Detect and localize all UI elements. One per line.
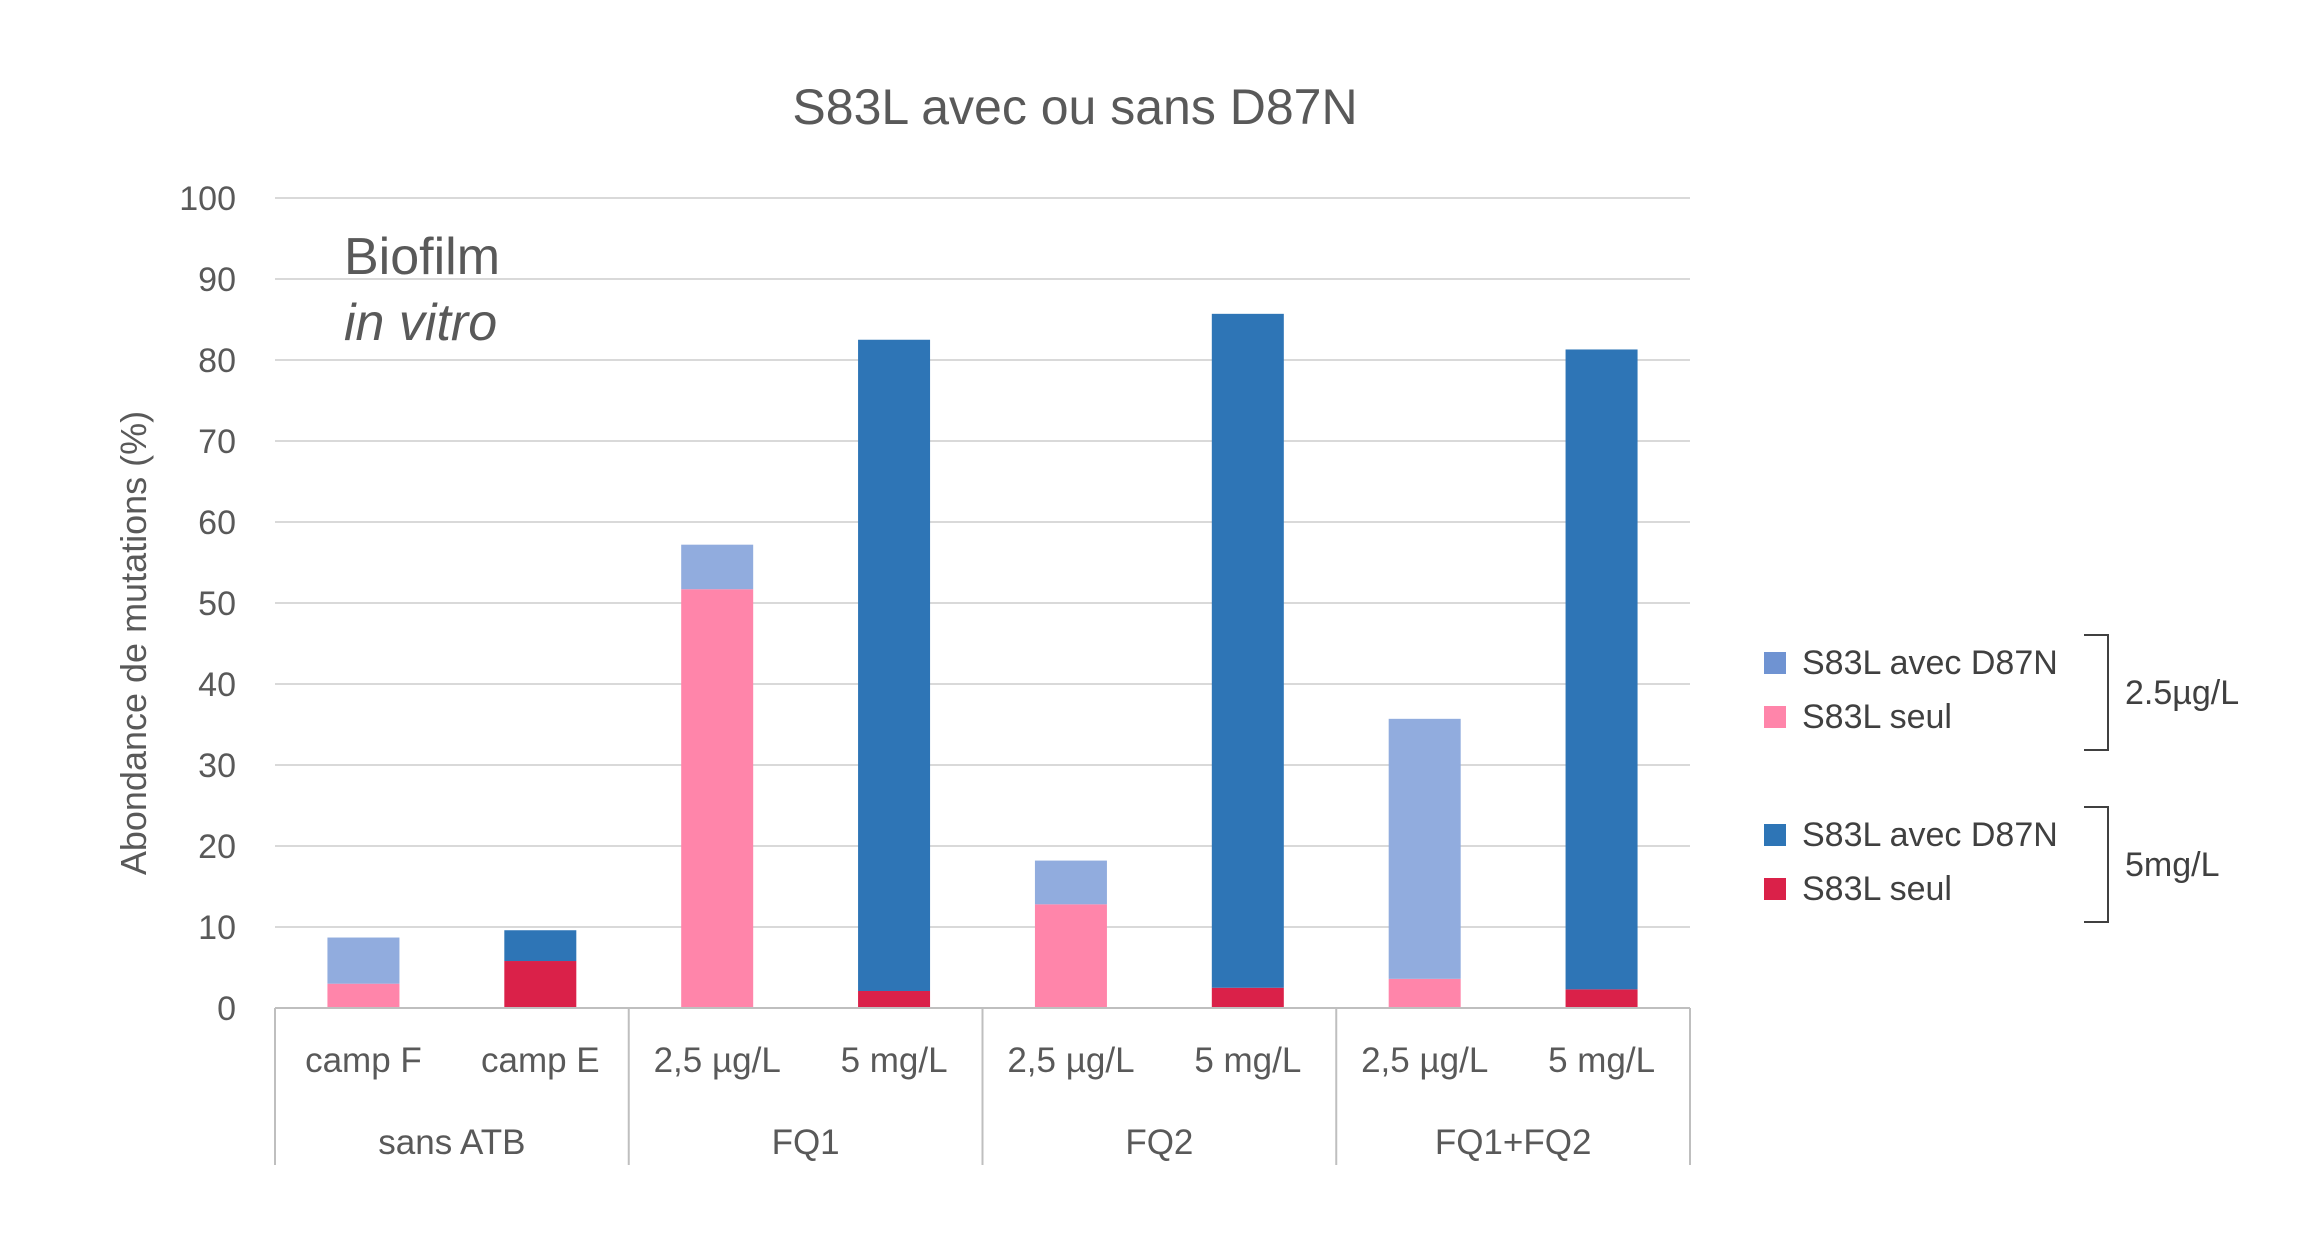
bar-segment-s83l-seul [858, 990, 931, 1008]
bar-segment-s83l-seul [1388, 978, 1461, 1008]
bar-segment-s83l-avec-d87n [858, 339, 931, 991]
y-tick-label: 70 [198, 423, 236, 461]
y-tick-label: 60 [198, 504, 236, 542]
y-tick-label: 50 [198, 585, 236, 623]
annotation-biofilm: Biofilm [344, 228, 500, 286]
x-category-label: camp F [305, 1041, 422, 1080]
y-axis-label: Abondance de mutations (%) [113, 411, 154, 875]
bar-segment-s83l-avec-d87n [1034, 860, 1107, 905]
x-category-label: 5 mg/L [1194, 1041, 1301, 1080]
legend-entry-label: S83L seul [1802, 870, 1952, 908]
legend-bracket [2084, 806, 2109, 923]
bar-segment-s83l-seul [1034, 904, 1107, 1008]
bar-segment-s83l-avec-d87n [504, 930, 577, 962]
gridlines [275, 197, 1690, 928]
x-category-label: 5 mg/L [1548, 1041, 1655, 1080]
x-axis: camp F camp E 2,5 µg/L 5 mg/L 2,5 µg/L 5 mg/L… [274, 1007, 1691, 1165]
x-category-label: 2,5 µg/L [654, 1041, 781, 1080]
y-tick-label: 20 [198, 828, 236, 866]
x-category-label: 5 mg/L [841, 1041, 948, 1080]
bar-segment-s83l-seul [1211, 987, 1284, 1008]
bar-segment-s83l-avec-d87n [681, 544, 754, 590]
x-group-label: FQ1 [772, 1123, 840, 1162]
bar-segment-s83l-avec-d87n [1211, 313, 1284, 988]
y-tick-label: 90 [198, 261, 236, 299]
bar-segment-s83l-seul [1565, 989, 1638, 1008]
bar-segment-s83l-seul [681, 589, 754, 1008]
legend-bracket [2084, 634, 2109, 751]
x-category-label: 2,5 µg/L [1361, 1041, 1488, 1080]
x-category-label: camp E [481, 1041, 600, 1080]
legend-swatch [1764, 652, 1786, 674]
x-category-label: 2,5 µg/L [1007, 1041, 1134, 1080]
annotation-in-vitro: in vitro [344, 294, 497, 352]
y-tick-label: 100 [179, 180, 236, 218]
legend-group-label: 5mg/L [2125, 846, 2220, 884]
x-group-label: FQ1+FQ2 [1435, 1123, 1592, 1162]
y-tick-label: 30 [198, 747, 236, 785]
y-tick-label: 40 [198, 666, 236, 704]
bar-segment-s83l-avec-d87n [1388, 718, 1461, 979]
x-group-label: sans ATB [378, 1123, 525, 1162]
y-tick-label: 80 [198, 342, 236, 380]
y-tick-labels: 0 10 20 30 40 50 60 70 80 90 100 [179, 180, 236, 1028]
legend-entry-label: S83L seul [1802, 698, 1952, 736]
y-tick-label: 10 [198, 909, 236, 947]
legend-swatch [1764, 706, 1786, 728]
legend-swatch [1764, 824, 1786, 846]
bar-segment-s83l-seul [504, 961, 577, 1008]
x-group-label: FQ2 [1125, 1123, 1193, 1162]
bar-segment-s83l-avec-d87n [327, 937, 400, 984]
legend-entry-label: S83L avec D87N [1802, 816, 2058, 854]
chart-title: S83L avec ou sans D87N [792, 79, 1357, 135]
bar-segment-s83l-avec-d87n [1565, 349, 1638, 990]
bars [327, 313, 1638, 1008]
legend-group-label: 2.5µg/L [2125, 674, 2239, 712]
y-tick-label: 0 [217, 990, 236, 1028]
legend-swatch [1764, 878, 1786, 900]
legend-entry-label: S83L avec D87N [1802, 644, 2058, 682]
legend: S83L avec D87N S83L seul 2.5µg/L S83L avec … [1764, 634, 2239, 923]
bar-segment-s83l-seul [327, 983, 400, 1008]
